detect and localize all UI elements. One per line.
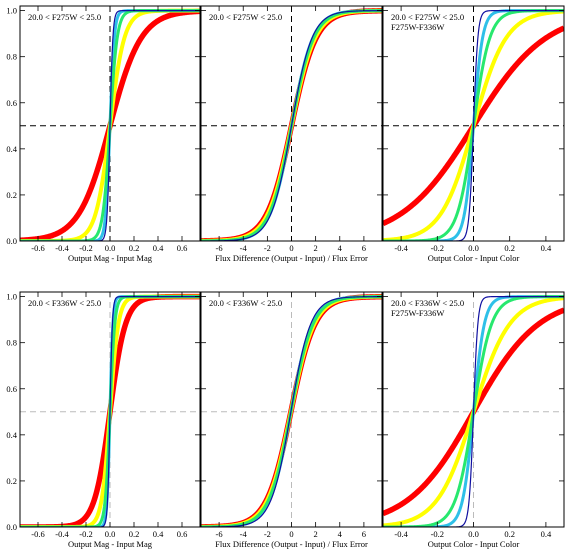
- x-tick-label: 4: [338, 529, 343, 539]
- y-tick-label: 0.6: [6, 384, 17, 394]
- x-tick-label: 4: [338, 243, 343, 253]
- x-tick-label: -6: [216, 529, 223, 539]
- x-tick-label: 0.0: [105, 243, 116, 253]
- y-tick-label: 0.2: [6, 190, 17, 200]
- x-tick-label: -0.4: [394, 529, 408, 539]
- series-line-1: [383, 296, 564, 527]
- series-line-1: [383, 10, 564, 241]
- x-tick-label: 0.0: [468, 243, 479, 253]
- panel-annotation: 20.0 < F336W < 25.0: [28, 298, 101, 308]
- x-tick-label: -0.6: [31, 529, 44, 539]
- x-tick-label: 0.2: [129, 529, 140, 539]
- panel-annotation: F275W-F336W: [391, 22, 444, 32]
- series-line-1: [201, 296, 382, 527]
- x-tick-label: 0.4: [541, 243, 552, 253]
- x-tick-label: -4: [240, 243, 248, 253]
- x-tick-label: -2: [264, 529, 271, 539]
- x-tick-label: 0.6: [177, 243, 188, 253]
- x-tick-label: 0.0: [468, 529, 479, 539]
- x-axis-label: Flux Difference (Output - Input) / Flux …: [215, 253, 368, 263]
- y-tick-label: 1.0: [6, 6, 17, 16]
- panel-1: -0.6 -0.4 -0.2 0.0 0.2 0.4 0.6 0.0 0.2 0.4 0.6 0.8 1…: [6, 5, 201, 263]
- panel-annotation: 20.0 < F275W < 25.0: [209, 12, 282, 22]
- x-tick-label: -0.2: [79, 529, 92, 539]
- x-axis-label: Flux Difference (Output - Input) / Flux …: [215, 539, 368, 549]
- x-axis-label: Output Color - Input Color: [428, 539, 520, 549]
- x-tick-label: -0.2: [79, 243, 92, 253]
- x-tick-label: 0.4: [541, 529, 552, 539]
- y-tick-label: 0.6: [6, 98, 17, 108]
- x-tick-label: -0.6: [31, 243, 44, 253]
- series-line-1: [201, 10, 382, 241]
- x-tick-label: 0.2: [129, 243, 140, 253]
- y-tick-label: 0.4: [6, 144, 17, 154]
- panel-4: -0.6 -0.4 -0.2 0.0 0.2 0.4 0.6 0.0 0.2 0.4 0.6 0.8 1…: [6, 291, 201, 549]
- x-tick-label: -6: [216, 243, 223, 253]
- y-tick-label: 0.8: [6, 52, 17, 62]
- x-tick-label: -0.4: [55, 243, 69, 253]
- panel-annotation: 20.0 < F336W < 25.0: [391, 298, 464, 308]
- panel-3: -0.4 -0.2 0.0 0.2 0.4 Output Color - Input Co…: [382, 5, 565, 263]
- panel-annotation: 20.0 < F336W < 25.0: [209, 298, 282, 308]
- y-tick-label: 0.8: [6, 338, 17, 348]
- y-tick-label: 1.0: [6, 292, 17, 302]
- series-line-1: [20, 296, 200, 527]
- y-tick-label: 0.2: [6, 476, 17, 486]
- x-tick-label: 6: [362, 243, 366, 253]
- panel-6: -0.4 -0.2 0.0 0.2 0.4 Output Color - Input Co…: [382, 291, 565, 549]
- x-tick-label: -0.4: [55, 529, 69, 539]
- x-tick-label: -0.2: [431, 529, 444, 539]
- x-tick-label: 6: [362, 529, 366, 539]
- x-tick-label: 0.2: [504, 529, 515, 539]
- x-tick-label: 0: [289, 529, 293, 539]
- x-tick-label: 0.4: [153, 243, 164, 253]
- x-tick-label: 2: [314, 243, 318, 253]
- y-tick-label: 0.0: [6, 236, 17, 246]
- x-tick-label: 0: [289, 243, 293, 253]
- x-tick-label: -4: [240, 529, 248, 539]
- x-tick-label: 0.6: [177, 529, 188, 539]
- x-tick-label: 0.2: [504, 243, 515, 253]
- panel-annotation: 20.0 < F275W < 25.0: [28, 12, 101, 22]
- y-tick-label: 0.4: [6, 430, 17, 440]
- panel-annotation: F275W-F336W: [391, 308, 444, 318]
- x-axis-label: Output Mag - Input Mag: [68, 539, 153, 549]
- y-tick-label: 0.0: [6, 522, 17, 532]
- x-tick-label: 0.4: [153, 529, 164, 539]
- x-tick-label: -2: [264, 243, 271, 253]
- x-axis-label: Output Color - Input Color: [428, 253, 520, 263]
- x-axis-label: Output Mag - Input Mag: [68, 253, 153, 263]
- x-tick-label: 2: [314, 529, 318, 539]
- panel-annotation: 20.0 < F275W < 25.0: [391, 12, 464, 22]
- series-line-1: [20, 10, 200, 241]
- x-tick-label: 0.0: [105, 529, 116, 539]
- x-tick-label: -0.4: [394, 243, 408, 253]
- x-tick-label: -0.2: [431, 243, 444, 253]
